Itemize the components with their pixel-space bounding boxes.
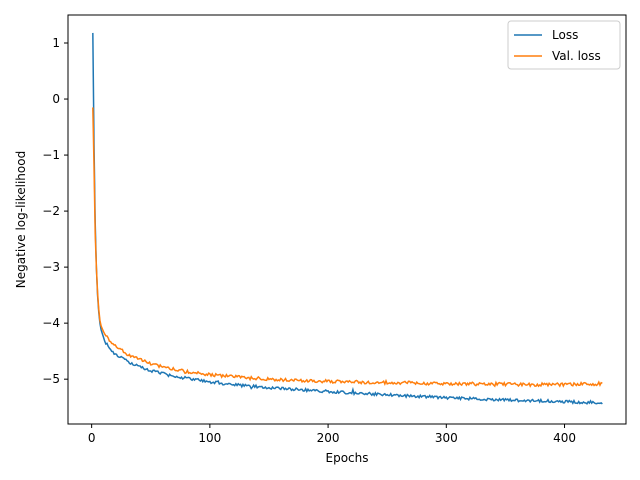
y-tick-label: 1 <box>52 36 60 50</box>
legend: Loss Val. loss <box>507 20 621 70</box>
series-line-loss <box>92 32 603 405</box>
x-tick-label: 300 <box>435 431 458 445</box>
x-tick-label: 100 <box>198 431 221 445</box>
legend-box <box>507 20 621 70</box>
y-tick-label: −3 <box>42 260 60 274</box>
y-tick-label: −5 <box>42 372 60 386</box>
y-tick-label: −2 <box>42 204 60 218</box>
y-tick-label: −1 <box>42 148 60 162</box>
x-axis-label: Epochs <box>326 451 369 465</box>
x-tick-label: 0 <box>88 431 96 445</box>
y-axis-label: Negative log-likelihood <box>14 151 28 288</box>
y-tick-label: −4 <box>42 316 60 330</box>
series-line-val-loss <box>92 107 603 388</box>
x-axis-ticks: 0 100 200 300 400 <box>88 424 576 445</box>
x-tick-label: 200 <box>317 431 340 445</box>
plot-area <box>92 32 603 405</box>
y-tick-label: 0 <box>52 92 60 106</box>
y-axis-ticks: 1 0 −1 −2 −3 −4 −5 <box>42 36 68 386</box>
x-tick-label: 400 <box>553 431 576 445</box>
legend-label: Val. loss <box>552 49 601 63</box>
legend-label: Loss <box>552 28 578 42</box>
plot-frame <box>67 14 627 425</box>
